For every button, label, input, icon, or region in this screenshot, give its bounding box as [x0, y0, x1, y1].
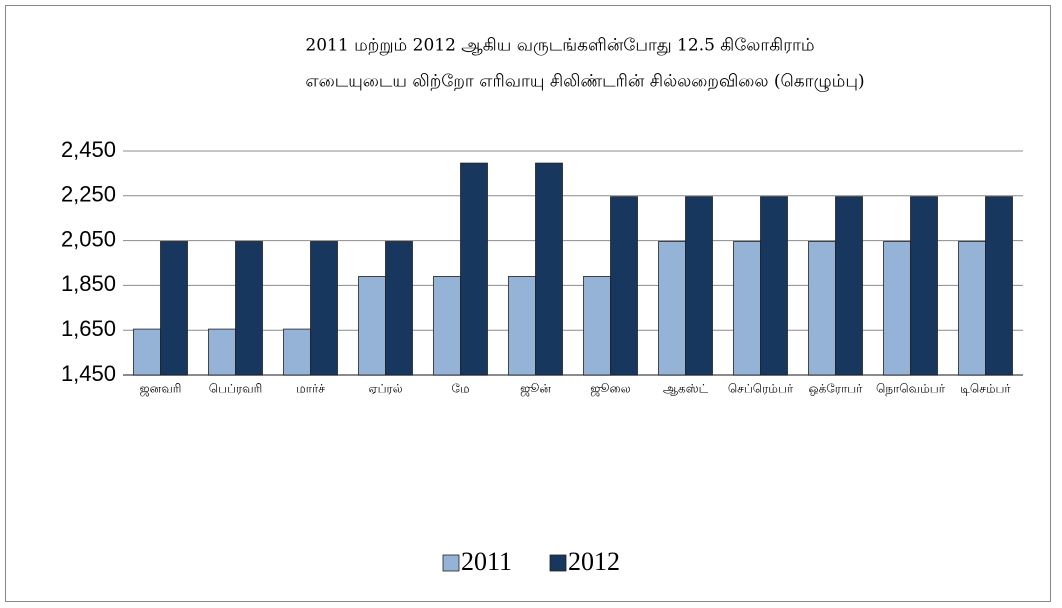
y-tick-label: 1,650: [61, 316, 116, 341]
bar: [985, 196, 1013, 376]
x-tick-label: ஜூலை: [590, 382, 630, 397]
bar: [883, 241, 911, 376]
y-tick-label: 2,450: [61, 137, 116, 162]
bar: [133, 328, 161, 376]
legend-label: 2012: [568, 547, 620, 576]
bar: [583, 276, 611, 376]
bar: [760, 196, 788, 376]
bar: [835, 196, 863, 376]
bar: [283, 328, 311, 376]
bar: [910, 196, 938, 376]
bar: [535, 162, 563, 376]
x-tick-label: ஜூன்: [520, 382, 551, 397]
bar: [808, 241, 836, 376]
bar: [610, 196, 638, 376]
x-tick-label: நொவெம்பர்: [876, 382, 946, 396]
bar: [358, 276, 386, 376]
legend-swatch: [549, 554, 567, 572]
x-tick-label: ஜனவரி: [140, 382, 182, 397]
x-tick-label: செப்ரெம்பர்: [728, 382, 794, 396]
y-tick-label: 2,050: [61, 226, 116, 251]
bar: [733, 241, 761, 376]
chart-title: 2011 மற்றும் 2012 ஆகிய வருடங்களின்போது 1…: [305, 36, 814, 56]
bar: [508, 276, 536, 376]
bar: [310, 241, 338, 376]
x-tick-label: மார்ச்: [296, 382, 325, 396]
x-tick-label: ஒக்ரோபர்: [809, 382, 864, 396]
x-tick-label: ஏப்ரல்: [368, 382, 402, 396]
bar: [958, 241, 986, 376]
y-tick-label: 2,250: [61, 182, 116, 207]
bar: [658, 241, 686, 376]
x-tick-label: டிசெம்பர்: [960, 382, 1011, 396]
bar: [160, 241, 188, 376]
x-tick-label: ஆகஸ்ட்: [663, 382, 709, 396]
y-tick-label: 1,450: [61, 361, 116, 386]
legend-label: 2011: [461, 547, 512, 576]
x-tick-label: பெப்ரவரி: [209, 382, 263, 396]
bar: [385, 241, 413, 376]
legend-swatch: [442, 554, 460, 572]
chart-title: எடையுடைய லிற்றோ எரிவாயு சிலிண்டரின் சில்…: [305, 72, 864, 92]
bar: [433, 276, 461, 376]
x-tick-label: மே: [451, 382, 469, 396]
bar: [460, 162, 488, 376]
y-tick-label: 1,850: [61, 271, 116, 296]
bar: [685, 196, 713, 376]
bar: [208, 328, 236, 376]
bar: [235, 241, 263, 376]
